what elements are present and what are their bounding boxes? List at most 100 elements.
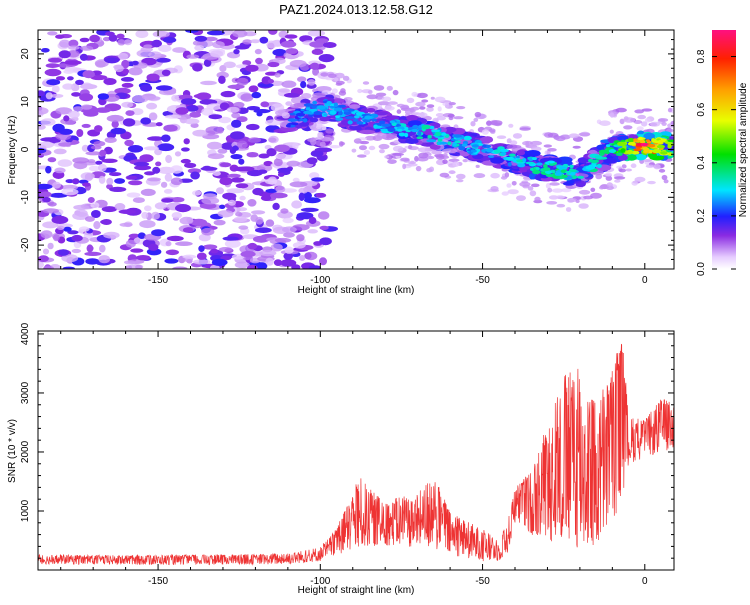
heatmap-cell (102, 36, 111, 42)
heatmap-cell (81, 123, 91, 128)
heatmap-cell (128, 180, 143, 186)
heatmap-cell (232, 145, 239, 151)
heatmap-cell (387, 159, 397, 165)
heatmap-cell (315, 192, 327, 198)
heatmap-cell (38, 261, 44, 269)
heatmap-cell (547, 187, 553, 193)
heatmap-cell (501, 191, 509, 196)
heatmap-cell (235, 211, 243, 217)
heatmap-cell (46, 79, 61, 86)
heatmap-cell (410, 106, 420, 111)
heatmap-cell (408, 161, 416, 165)
heatmap-cell (219, 177, 233, 186)
heatmap-cell (634, 176, 646, 183)
heatmap-cell (49, 192, 68, 198)
heatmap-cell (186, 54, 200, 59)
heatmap-cell (561, 174, 568, 178)
heatmap-cell (634, 109, 645, 114)
heatmap-cell (162, 37, 177, 43)
heatmap-cell (384, 105, 395, 111)
heatmap-cell (255, 57, 263, 65)
heatmap-cell (164, 173, 173, 182)
heatmap-cell (72, 157, 90, 164)
heatmap-cell (139, 154, 154, 163)
y-tick-label: -20 (20, 237, 31, 252)
heatmap-cell (434, 96, 446, 103)
heatmap-cell (42, 248, 50, 255)
heatmap-cell (357, 88, 363, 94)
heatmap-cell (281, 80, 297, 88)
heatmap-cell (99, 244, 106, 253)
heatmap-cell (333, 107, 343, 112)
colorbar: 0.0 0.2 0.4 0.6 0.8 Normalized spectral ampl… (696, 30, 749, 276)
heatmap-cell (194, 35, 208, 42)
heatmap-cell (426, 106, 434, 112)
heatmap-cell (277, 167, 293, 173)
heatmap-cell (82, 70, 95, 79)
heatmap-cell (202, 244, 218, 250)
heatmap-cell (329, 145, 341, 149)
heatmap-cell (359, 140, 370, 145)
heatmap-cell (274, 237, 292, 243)
heatmap-cell (445, 102, 450, 108)
heatmap-cell (301, 93, 312, 99)
heatmap-cell (635, 153, 647, 161)
heatmap-cell (284, 34, 298, 39)
heatmap-cell (58, 50, 71, 59)
heatmap-cell (263, 160, 273, 167)
heatmap-cell (126, 192, 141, 198)
heatmap-cell (405, 163, 418, 167)
heatmap-cell (547, 160, 555, 164)
heatmap-cell (617, 154, 628, 161)
heatmap-cell (626, 154, 637, 161)
heatmap-cell (627, 142, 636, 146)
heatmap-cell (132, 197, 145, 204)
heatmap-cell (474, 111, 482, 118)
heatmap-cell (201, 107, 214, 116)
heatmap-cell (278, 88, 290, 93)
heatmap-cell (140, 117, 152, 125)
heatmap-cell (426, 139, 437, 143)
heatmap-cell (201, 227, 215, 236)
heatmap-cell (658, 118, 669, 122)
heatmap-cell (396, 109, 402, 114)
colorbar-tick-label: 0.6 (696, 102, 707, 116)
heatmap-cell (609, 112, 615, 118)
heatmap-cell (40, 48, 50, 53)
heatmap-cell (267, 79, 274, 84)
heatmap-cell (319, 237, 332, 246)
heatmap-cell (471, 144, 479, 148)
heatmap-cell (270, 192, 288, 199)
heatmap-cell (192, 190, 202, 196)
heatmap-cell (134, 165, 152, 171)
heatmap-cell (535, 167, 540, 171)
heatmap-cell (120, 77, 135, 82)
heatmap-cell (116, 33, 125, 39)
heatmap-cell (522, 158, 527, 163)
heatmap-cell (569, 169, 577, 173)
heatmap-cell (165, 154, 173, 164)
heatmap-cell (79, 53, 88, 61)
heatmap-cell (316, 38, 329, 43)
heatmap-cell (551, 188, 564, 193)
heatmap-cell (67, 76, 74, 81)
heatmap-cell (121, 101, 134, 108)
heatmap-cell (640, 142, 649, 147)
heatmap-cell (196, 252, 207, 260)
heatmap-cell (320, 72, 329, 77)
heatmap-cell (47, 157, 57, 163)
heatmap-cell (661, 121, 667, 126)
heatmap-cell (332, 98, 344, 104)
heatmap-cell (547, 148, 557, 152)
heatmap-cell (265, 219, 275, 227)
heatmap-cell (55, 76, 66, 81)
heatmap-cell (519, 166, 529, 173)
heatmap-cell (421, 124, 431, 130)
heatmap-cell (184, 118, 200, 125)
heatmap-cell (280, 208, 289, 214)
heatmap-cell (55, 107, 73, 115)
heatmap-cell (439, 141, 448, 145)
heatmap-cell (147, 136, 164, 141)
heatmap-cell (68, 110, 80, 119)
heatmap-cell (398, 132, 406, 137)
